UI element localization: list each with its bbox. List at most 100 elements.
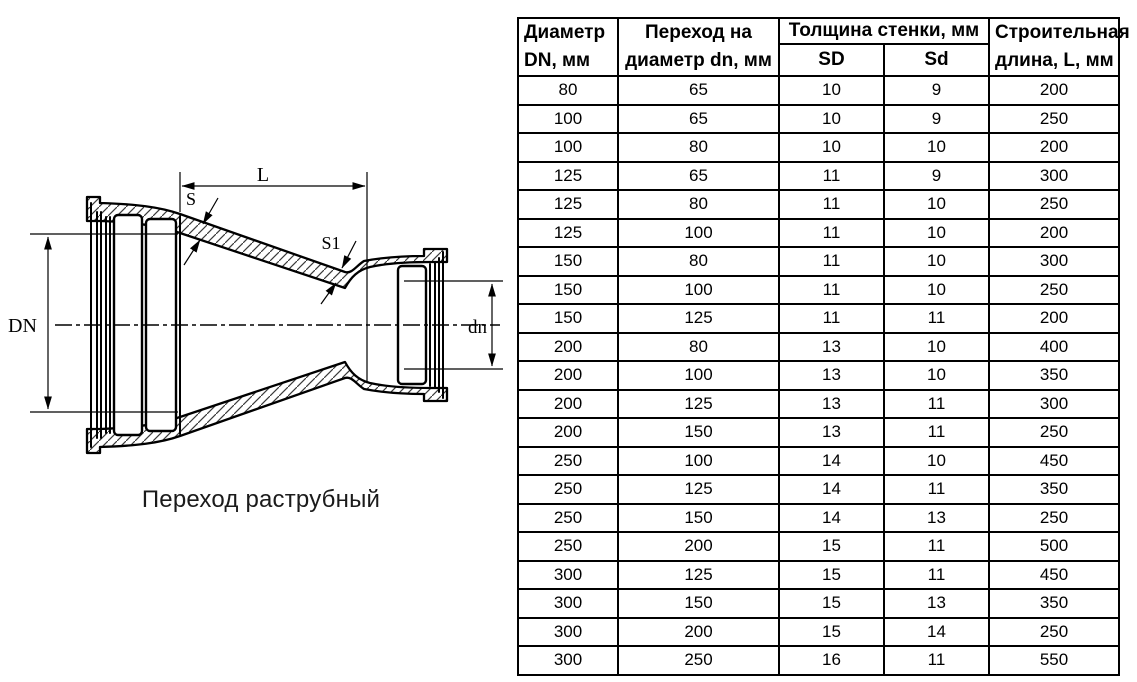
table-row: 200 125 13 11 300 (517, 388, 1121, 419)
table-cell: 450 (988, 559, 1121, 590)
table-cell: 350 (988, 474, 1121, 505)
table-cell: 11 (778, 303, 885, 334)
table-cell: 13 (778, 360, 885, 391)
table-cell: 200 (988, 303, 1121, 334)
table-cell: 15 (778, 588, 885, 619)
table-cell: 250 (517, 445, 619, 476)
table-cell: 250 (517, 502, 619, 533)
table-row: 250 125 14 11 350 (517, 474, 1121, 505)
table-cell: 150 (617, 588, 780, 619)
table-cell: 15 (778, 616, 885, 647)
table-row: 150 125 11 11 200 (517, 303, 1121, 334)
table-cell: 200 (988, 217, 1121, 248)
table-cell: 10 (882, 445, 991, 476)
table-row: 300 150 15 13 350 (517, 588, 1121, 619)
table-cell: 14 (778, 445, 885, 476)
table-cell: 11 (778, 217, 885, 248)
table-row: 300 125 15 11 450 (517, 559, 1121, 590)
dimension-L: L (179, 164, 368, 382)
table-cell: 200 (517, 417, 619, 448)
table-cell: 125 (617, 474, 780, 505)
table-cell: 350 (988, 588, 1121, 619)
table-row: 250 200 15 11 500 (517, 531, 1121, 562)
col-header-wall-thickness: Толщина стенки, мм (777, 17, 991, 45)
table-cell: 13 (778, 417, 885, 448)
table-cell: 11 (778, 246, 885, 277)
dimension-dn: dn (404, 280, 503, 370)
label-dn: dn (468, 317, 488, 338)
table-cell: 65 (617, 75, 780, 106)
table-cell: 11 (882, 645, 991, 676)
drawing-pane: L DN dn S S1 Переход раструбный (0, 0, 516, 682)
table-cell: 11 (882, 559, 991, 590)
table-cell: 10 (882, 189, 991, 220)
label-L: L (257, 164, 269, 186)
table-cell: 10 (778, 75, 885, 106)
table-cell: 250 (517, 474, 619, 505)
table-cell: 150 (517, 303, 619, 334)
table-cell: 65 (617, 160, 780, 191)
table-cell: 13 (882, 588, 991, 619)
label-S1: S1 (321, 233, 340, 253)
table-header: Диаметр DN, мм Переход на диаметр dn, мм… (517, 17, 1130, 77)
table-row: 200 100 13 10 350 (517, 360, 1121, 391)
table-row: 150 100 11 10 250 (517, 274, 1121, 305)
table-cell: 10 (882, 217, 991, 248)
table-cell: 11 (882, 303, 991, 334)
table-row: 200 80 13 10 400 (517, 331, 1121, 362)
table-row: 100 80 10 10 200 (517, 132, 1121, 163)
table-cell: 150 (617, 502, 780, 533)
table-row: 150 80 11 10 300 (517, 246, 1121, 277)
table-cell: 11 (778, 274, 885, 305)
table-cell: 300 (988, 160, 1121, 191)
table-cell: 200 (517, 388, 619, 419)
table-cell: 9 (882, 75, 991, 106)
table-cell: 10 (778, 103, 885, 134)
table-cell: 13 (778, 388, 885, 419)
table-cell: 11 (778, 189, 885, 220)
table-row: 300 200 15 14 250 (517, 616, 1121, 647)
table-cell: 11 (882, 474, 991, 505)
table-cell: 13 (882, 502, 991, 533)
table-cell: 250 (988, 616, 1121, 647)
table-cell: 250 (988, 417, 1121, 448)
dimension-DN: DN (8, 233, 178, 413)
table-cell: 300 (988, 246, 1121, 277)
table-cell: 10 (882, 274, 991, 305)
table-cell: 10 (882, 360, 991, 391)
table-cell: 250 (988, 103, 1121, 134)
table-cell: 150 (617, 417, 780, 448)
table-cell: 250 (988, 502, 1121, 533)
table-cell: 350 (988, 360, 1121, 391)
table-cell: 200 (617, 531, 780, 562)
table-cell: 125 (617, 559, 780, 590)
col-header-SD: SD (778, 43, 885, 77)
table-row: 125 80 11 10 250 (517, 189, 1121, 220)
table-cell: 125 (517, 217, 619, 248)
table-cell: 100 (617, 274, 780, 305)
drawing-caption: Переход раструбный (141, 486, 381, 513)
col-header-Sd: Sd (882, 43, 991, 77)
table-cell: 65 (617, 103, 780, 134)
spec-table: Диаметр DN, мм Переход на диаметр dn, мм… (517, 17, 1130, 676)
table-cell: 11 (882, 388, 991, 419)
table-cell: 100 (617, 217, 780, 248)
table-cell: 14 (778, 474, 885, 505)
table-cell: 14 (882, 616, 991, 647)
table-cell: 200 (988, 132, 1121, 163)
table-row: 250 100 14 10 450 (517, 445, 1121, 476)
table-cell: 10 (882, 246, 991, 277)
table-cell: 125 (617, 303, 780, 334)
table-cell: 150 (517, 274, 619, 305)
table-cell: 100 (617, 360, 780, 391)
table-cell: 10 (778, 132, 885, 163)
table-cell: 125 (617, 388, 780, 419)
table-cell: 16 (778, 645, 885, 676)
table-cell: 400 (988, 331, 1121, 362)
table-cell: 10 (882, 331, 991, 362)
table-cell: 125 (517, 160, 619, 191)
table-row: 125 100 11 10 200 (517, 217, 1121, 248)
table-cell: 80 (617, 132, 780, 163)
table-cell: 150 (517, 246, 619, 277)
table-cell: 125 (517, 189, 619, 220)
